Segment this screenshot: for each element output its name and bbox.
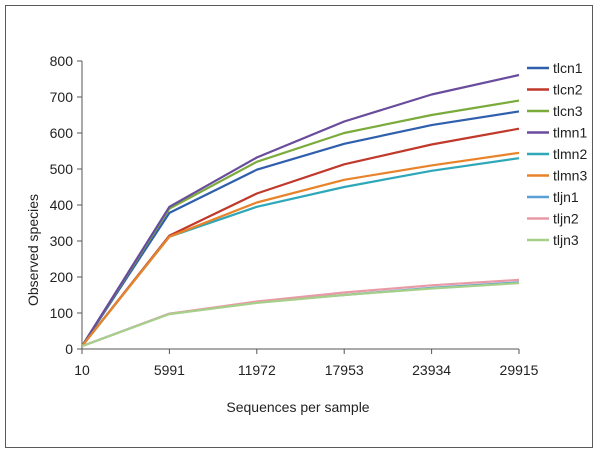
- series-line-tljn3: [81, 282, 520, 348]
- legend-label: tlcn2: [553, 82, 583, 98]
- legend-item-tlmn3: tlmn3: [527, 168, 587, 184]
- legend-label: tljn3: [553, 232, 579, 248]
- x-tick-label: 10: [74, 362, 90, 378]
- x-tick-label: 23934: [412, 362, 451, 378]
- legend-label: tlcn3: [553, 103, 583, 119]
- legend-item-tljn1: tljn1: [527, 189, 579, 205]
- y-tick-label: 100: [50, 305, 74, 321]
- x-tick-label: 5991: [154, 362, 185, 378]
- legend-label: tljn1: [553, 189, 579, 205]
- legend-label: tlmn1: [553, 125, 587, 141]
- legend-label: tlmn3: [553, 168, 587, 184]
- legend-item-tlcn3: tlcn3: [527, 103, 583, 119]
- legend-item-tljn2: tljn2: [527, 211, 579, 227]
- y-axis: 0 100 200 300 400 500 600 700 800: [50, 53, 83, 357]
- y-axis-title: Observed species: [25, 194, 41, 306]
- legend-label: tlmn2: [553, 146, 587, 162]
- legend-item-tljn3: tljn3: [527, 232, 579, 248]
- y-tick-label: 200: [50, 269, 74, 285]
- y-tick-label: 300: [50, 233, 74, 249]
- series-line-tljn1: [81, 281, 520, 348]
- y-tick-label: 800: [50, 53, 74, 69]
- chart-frame: [5, 5, 593, 448]
- x-tick-label: 17953: [325, 362, 364, 378]
- series-line-tlmn1: [81, 73, 520, 347]
- series-line-tljn2: [81, 278, 520, 348]
- series-line-tlcn1: [81, 110, 520, 347]
- series-line-tlmn2: [81, 157, 520, 347]
- y-tick-label: 500: [50, 161, 74, 177]
- series-line-tlcn3: [81, 99, 520, 347]
- legend: tlcn1 tlcn2 tlcn3 tlmn1 tlmn2 tlmn3 tljn1 tljn2…: [527, 60, 587, 248]
- y-tick-label: 0: [65, 341, 73, 357]
- y-tick-label: 400: [50, 197, 74, 213]
- y-tick-label: 600: [50, 125, 74, 141]
- legend-label: tlcn1: [553, 60, 583, 76]
- y-tick-label: 700: [50, 89, 74, 105]
- legend-item-tlmn2: tlmn2: [527, 146, 587, 162]
- legend-item-tlcn2: tlcn2: [527, 82, 583, 98]
- legend-label: tljn2: [553, 211, 579, 227]
- legend-item-tlmn1: tlmn1: [527, 125, 587, 141]
- series-lines: [81, 73, 520, 348]
- legend-item-tlcn1: tlcn1: [527, 60, 583, 76]
- x-axis: 10 5991 11972 17953 23934 29915: [74, 348, 539, 378]
- x-axis-title: Sequences per sample: [226, 399, 369, 415]
- x-tick-label: 11972: [238, 362, 276, 378]
- series-line-tlmn3: [81, 151, 520, 347]
- x-tick-label: 29915: [500, 362, 539, 378]
